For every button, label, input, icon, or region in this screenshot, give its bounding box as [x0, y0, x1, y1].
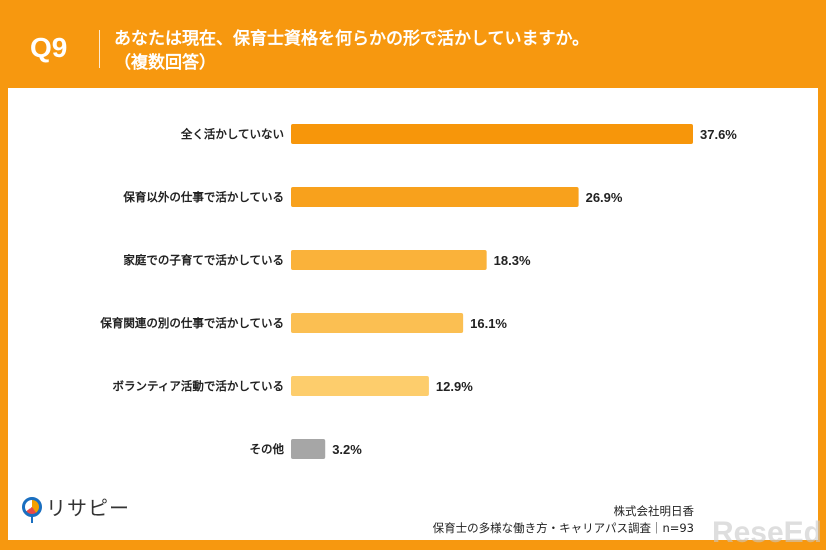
bar: [291, 250, 487, 270]
bar: [291, 376, 429, 396]
category-label: ボランティア活動で活かしている: [113, 379, 284, 393]
bar: [291, 187, 579, 207]
question-number: Q9: [30, 32, 68, 63]
category-label: 全く活かしていない: [180, 127, 284, 141]
title-line-1: あなたは現在、保育士資格を何らかの形で活かしていますか。: [114, 29, 590, 49]
value-label: 3.2%: [332, 442, 362, 457]
category-label: 保育関連の別の仕事で活かしている: [99, 316, 284, 330]
value-label: 18.3%: [494, 253, 531, 268]
value-label: 12.9%: [436, 379, 473, 394]
divider: [99, 30, 100, 68]
page-title: あなたは現在、保育士資格を何らかの形で活かしていますか。 （複数回答）: [114, 27, 589, 75]
bar: [291, 124, 693, 144]
bar: [291, 439, 326, 459]
company-name: 株式会社明日香: [613, 504, 695, 518]
category-label: 保育以外の仕事で活かしている: [122, 190, 284, 204]
title-line-2: （複数回答）: [114, 53, 216, 73]
value-label: 16.1%: [470, 316, 507, 331]
bar: [291, 313, 464, 333]
value-label: 37.6%: [700, 127, 737, 142]
watermark: ReseEd: [711, 516, 822, 549]
brand-logo: リサピー: [22, 492, 130, 523]
logo-text: リサピー: [46, 496, 130, 520]
pin-icon: [22, 496, 42, 523]
category-label: その他: [250, 442, 285, 456]
category-label: 家庭での子育てで活かしている: [123, 253, 284, 267]
value-label: 26.9%: [586, 190, 623, 205]
source-note: 保育士の多様な働き方・キャリアパス調査｜n=93: [432, 521, 694, 535]
